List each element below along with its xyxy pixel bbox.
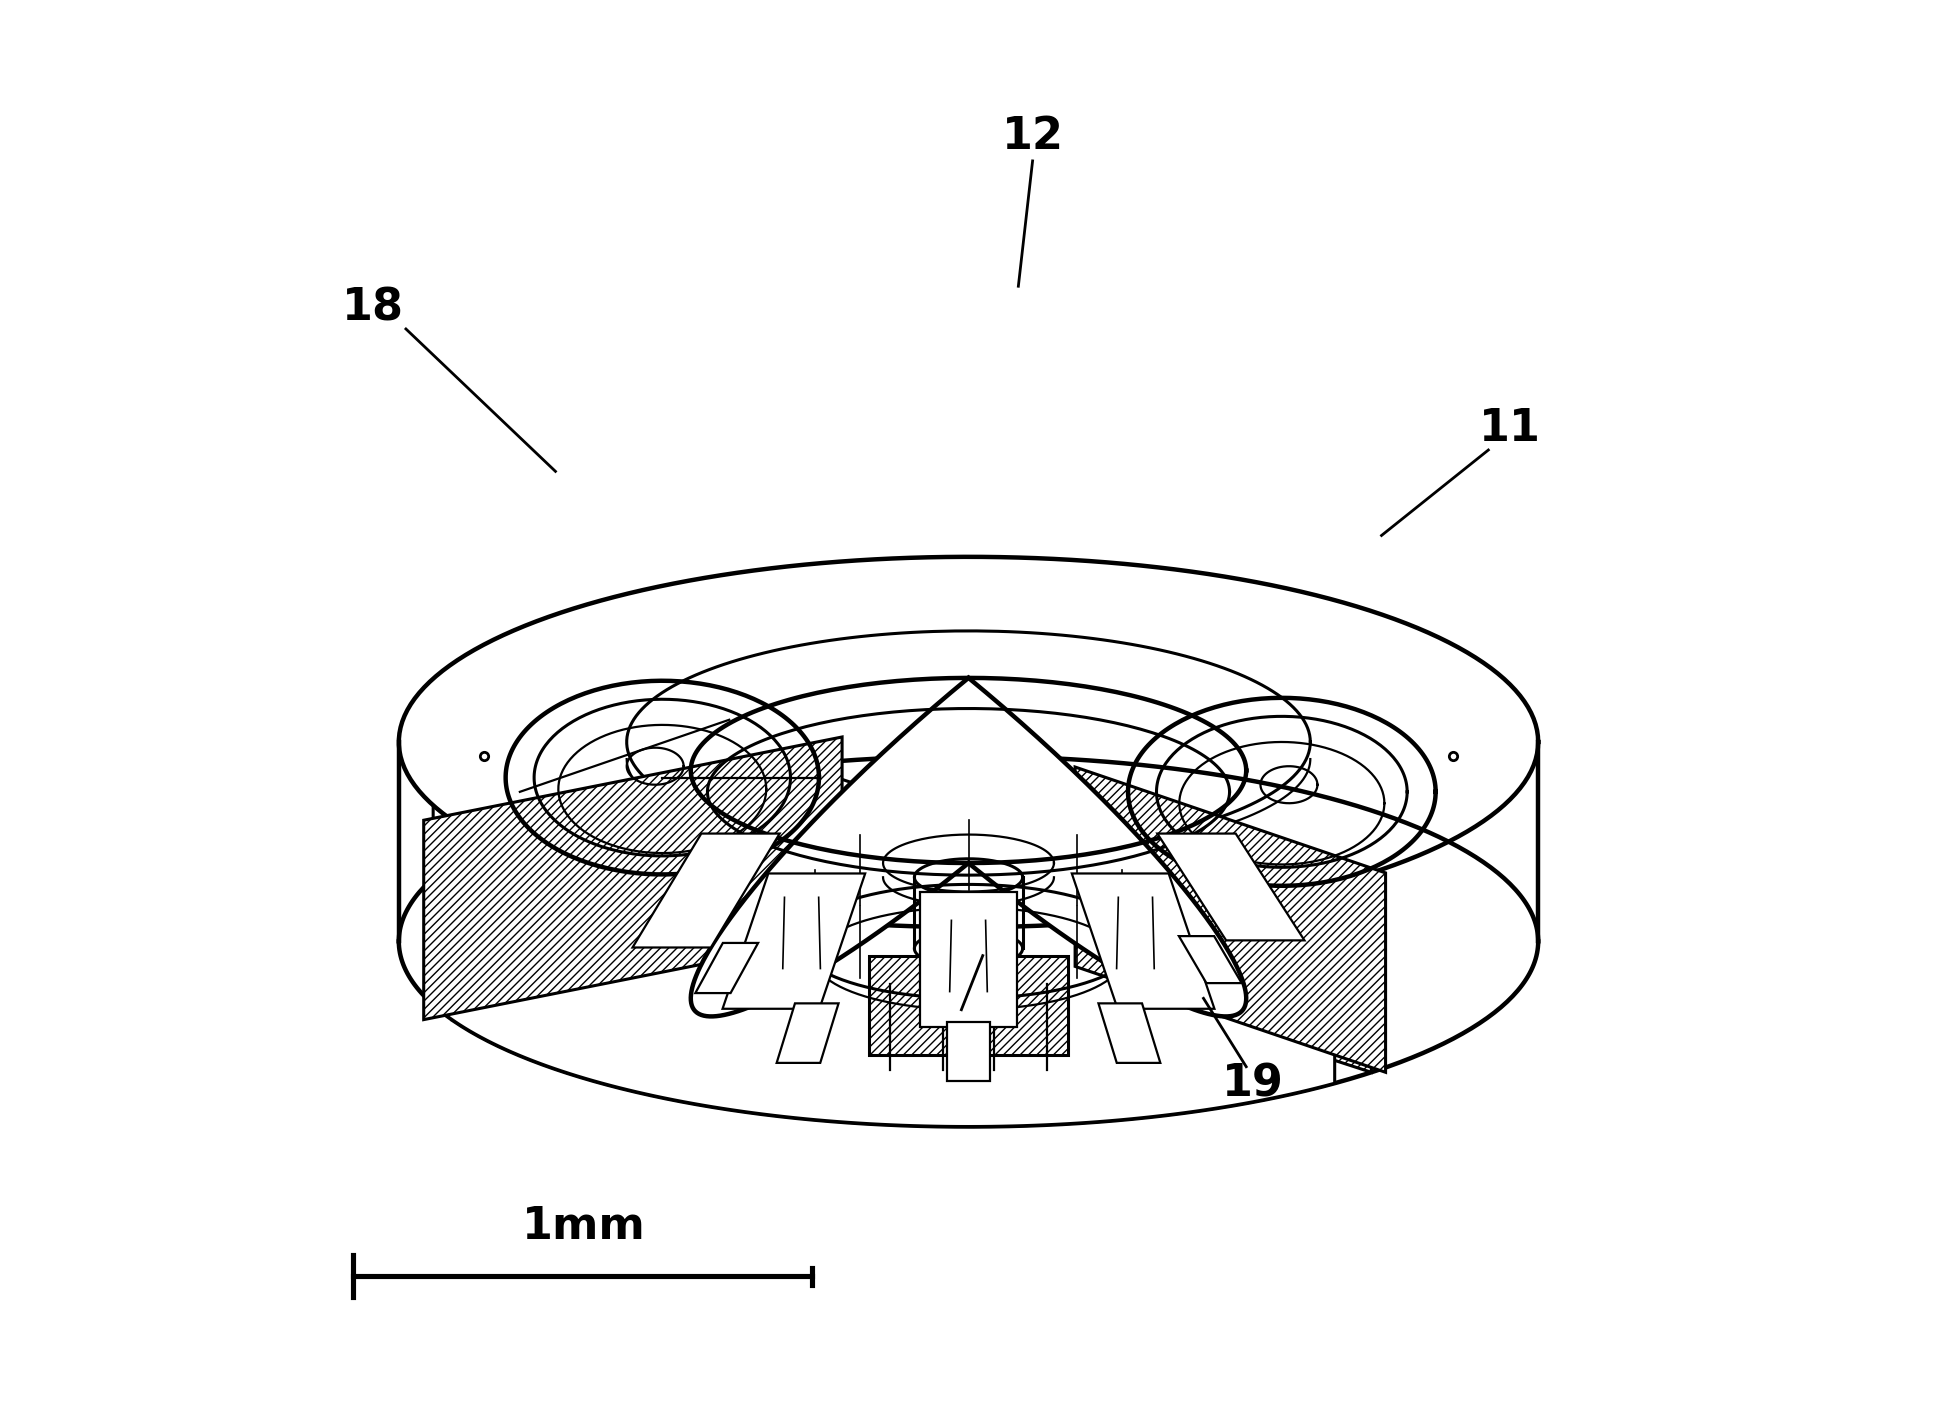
- Polygon shape: [692, 678, 1245, 1016]
- Polygon shape: [1156, 833, 1304, 940]
- Text: 18: 18: [343, 285, 405, 330]
- Polygon shape: [695, 943, 757, 993]
- Polygon shape: [920, 892, 1017, 1027]
- Polygon shape: [633, 833, 781, 948]
- Polygon shape: [1089, 781, 1371, 1072]
- Polygon shape: [808, 761, 1079, 997]
- Polygon shape: [777, 1003, 839, 1063]
- Text: 17: 17: [924, 1006, 986, 1049]
- Polygon shape: [1098, 1003, 1160, 1063]
- Text: 11: 11: [1478, 407, 1540, 450]
- Text: 19: 19: [1222, 1062, 1284, 1106]
- Polygon shape: [399, 742, 1538, 1126]
- Polygon shape: [434, 960, 1335, 1126]
- Polygon shape: [870, 956, 1067, 1056]
- Polygon shape: [723, 873, 866, 1009]
- Polygon shape: [424, 736, 843, 1020]
- Polygon shape: [947, 1022, 990, 1082]
- Text: 1mm: 1mm: [523, 1204, 645, 1247]
- Polygon shape: [451, 765, 814, 1020]
- Polygon shape: [434, 805, 1335, 1126]
- Text: 12: 12: [1001, 116, 1063, 158]
- Polygon shape: [1075, 768, 1385, 1072]
- Polygon shape: [1180, 936, 1242, 983]
- Polygon shape: [1071, 873, 1214, 1009]
